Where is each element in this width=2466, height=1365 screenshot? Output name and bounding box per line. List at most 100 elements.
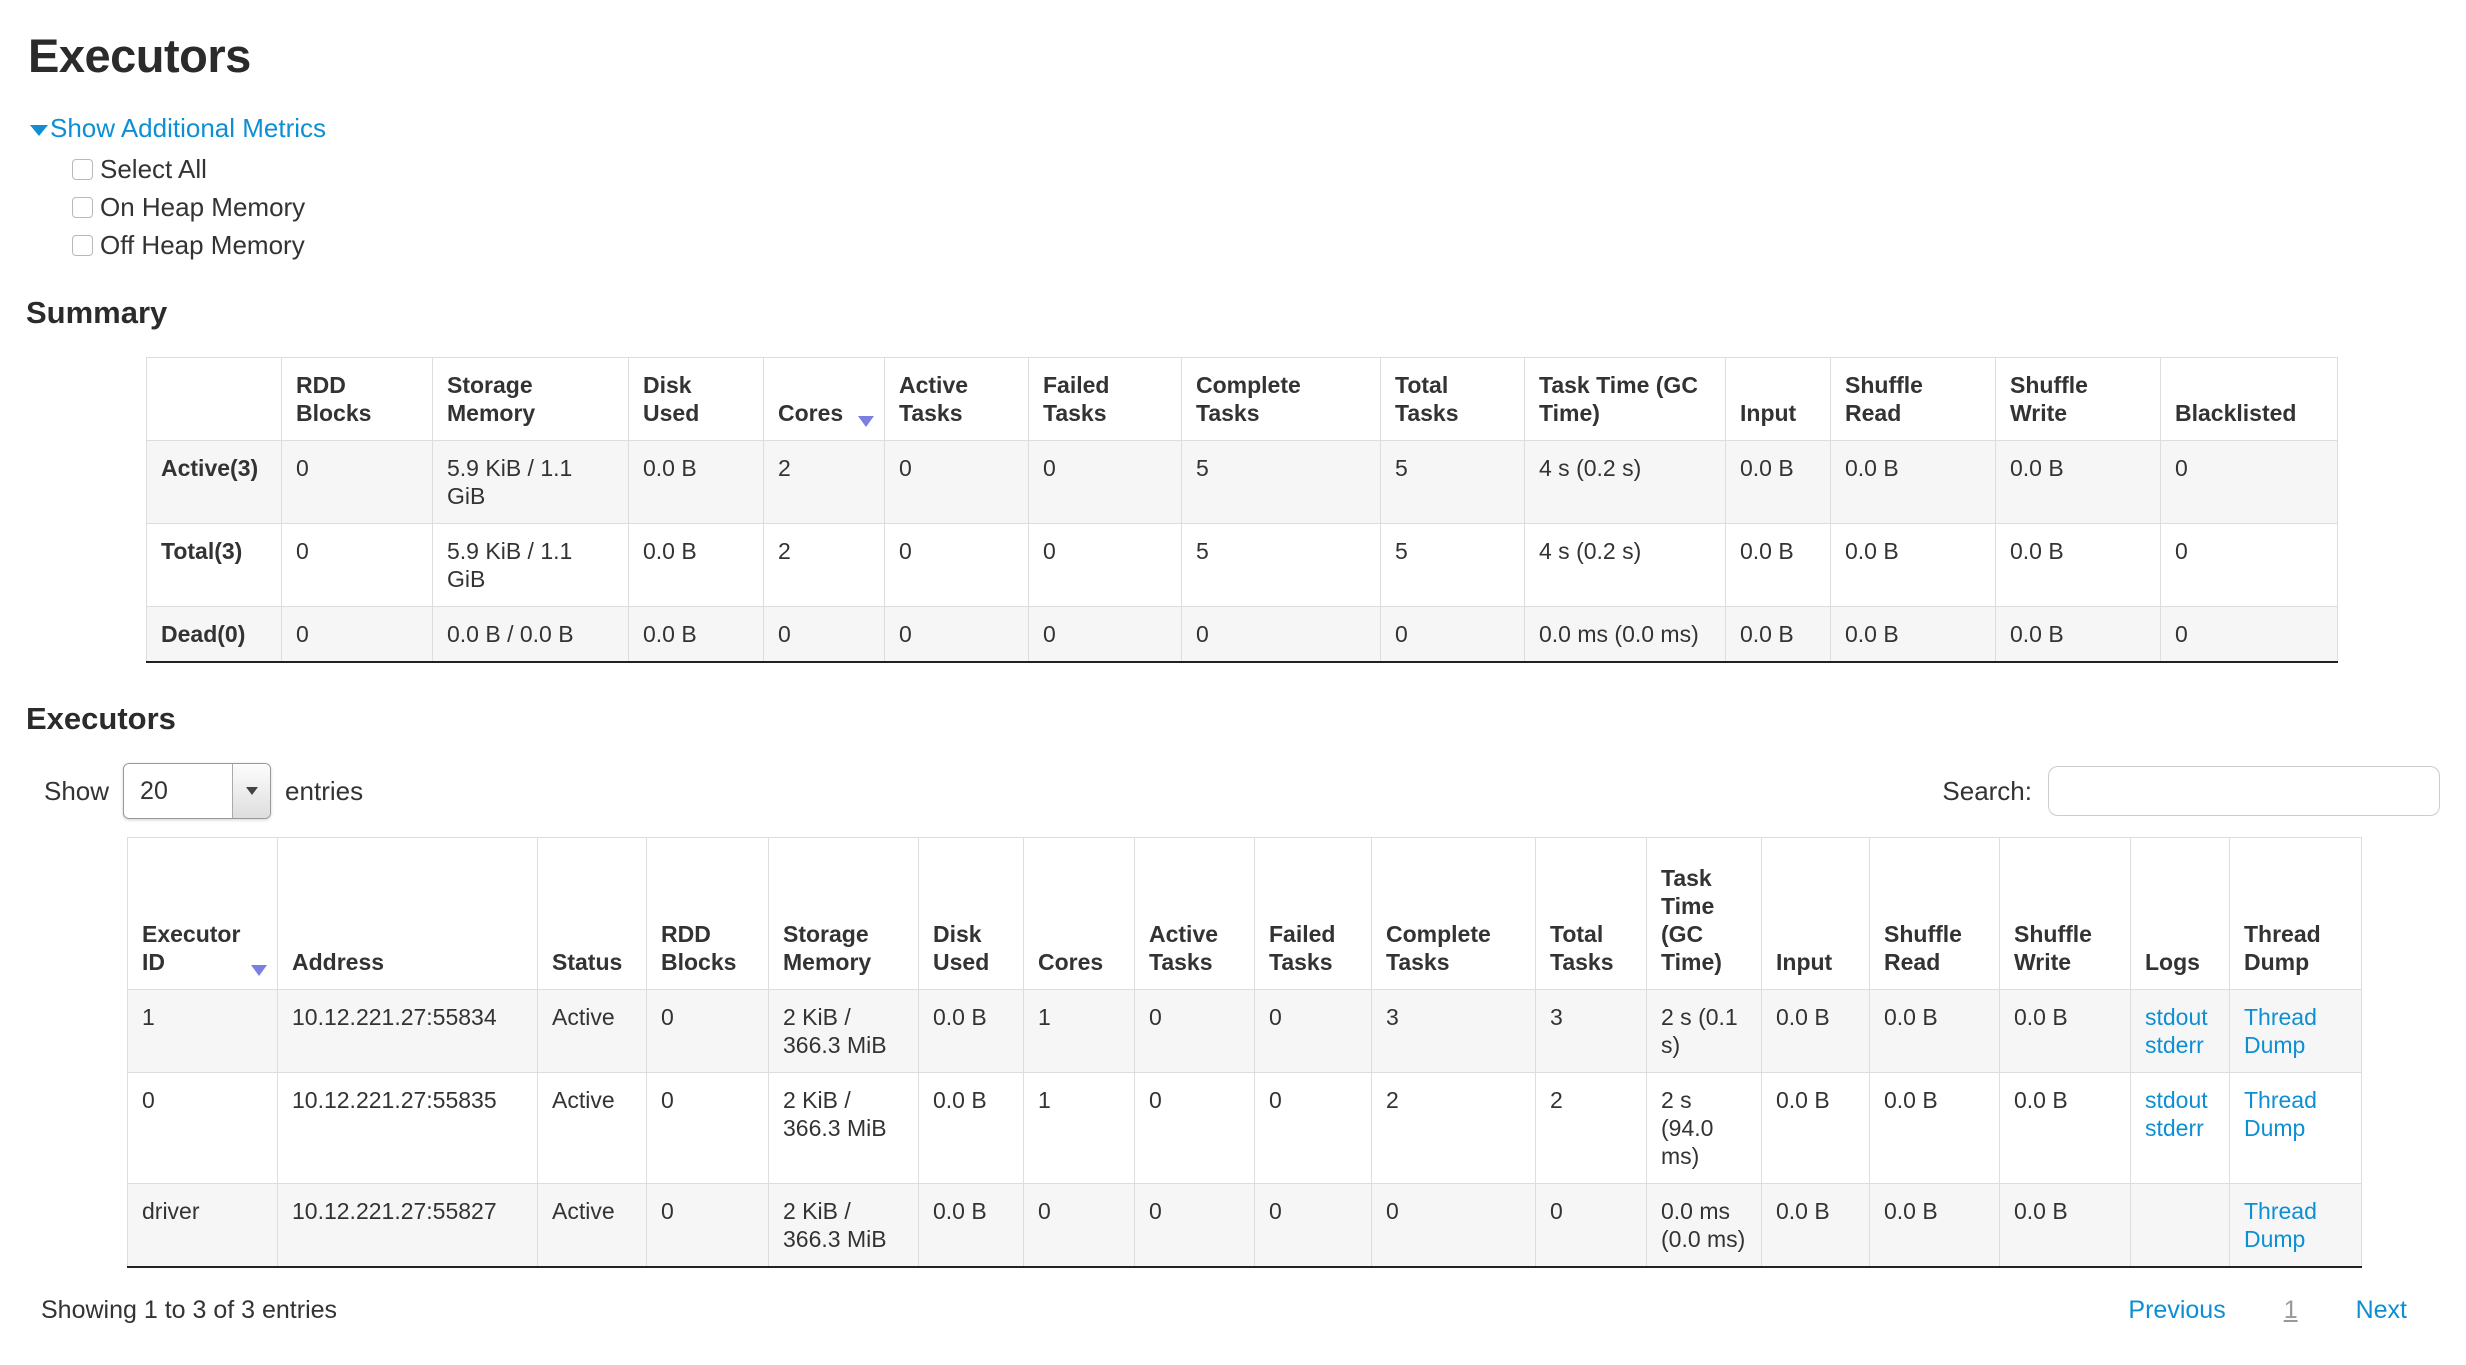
summary-cell: 0.0 B — [1725, 440, 1831, 524]
cell-executor-id: 1 — [127, 989, 278, 1073]
summary-cell: 0.0 B — [1725, 523, 1831, 607]
checkbox-on-heap-memory[interactable] — [72, 197, 93, 218]
cell-thread-dump: Thread Dump — [2229, 989, 2362, 1073]
stderr-log-link[interactable]: stderr — [2145, 1032, 2204, 1058]
summary-cell: 5 — [1380, 440, 1525, 524]
executors-column-header[interactable]: Logs — [2130, 837, 2230, 990]
executors-column-header[interactable]: Total Tasks — [1535, 837, 1647, 990]
executors-table-container: Executor ID Address Status RDD Blocks Storag… — [127, 837, 2440, 1268]
summary-cell: 0.0 B — [1830, 440, 1996, 524]
executors-column-header[interactable]: Address — [277, 837, 538, 990]
cell-shuffle-write: 0.0 B — [1999, 989, 2131, 1073]
summary-cell: 0.0 B — [1830, 523, 1996, 607]
cell-complete-tasks: 0 — [1371, 1183, 1536, 1268]
executors-column-header[interactable]: Failed Tasks — [1254, 837, 1372, 990]
executors-column-header[interactable]: Input — [1761, 837, 1870, 990]
summary-column-header[interactable]: Disk Used — [628, 357, 764, 441]
summary-column-header[interactable]: Failed Tasks — [1028, 357, 1182, 441]
show-additional-metrics-link[interactable]: Show Additional Metrics — [30, 113, 2440, 144]
summary-column-header[interactable]: Active Tasks — [884, 357, 1029, 441]
cell-cores: 1 — [1023, 989, 1135, 1073]
summary-row-label: Active(3) — [146, 440, 282, 524]
summary-cell: 0.0 B — [1830, 606, 1996, 663]
cell-shuffle-write: 0.0 B — [1999, 1072, 2131, 1184]
executors-column-header[interactable]: Thread Dump — [2229, 837, 2362, 990]
page-size-select[interactable]: 20 — [123, 763, 272, 819]
summary-cell: 0.0 B — [1995, 440, 2161, 524]
summary-row-label: Dead(0) — [146, 606, 282, 663]
previous-page-link[interactable]: Previous — [2128, 1296, 2226, 1324]
summary-table-container: RDD Blocks Storage Memory Disk Used Cores Ac… — [146, 357, 2440, 663]
cell-logs: stdout stderr — [2130, 989, 2230, 1073]
cell-cores: 1 — [1023, 1072, 1135, 1184]
page-length-control: Show 20 entries — [44, 763, 363, 819]
executors-column-header[interactable]: Complete Tasks — [1371, 837, 1536, 990]
cell-input: 0.0 B — [1761, 1072, 1870, 1184]
cell-task-time: 2 s (94.0 ms) — [1646, 1072, 1762, 1184]
cell-storage-memory: 2 KiB / 366.3 MiB — [768, 989, 919, 1073]
summary-cell: 0.0 B / 0.0 B — [432, 606, 629, 663]
search-input[interactable] — [2048, 766, 2440, 816]
summary-cell: 0.0 B — [1995, 523, 2161, 607]
cell-shuffle-read: 0.0 B — [1869, 989, 2000, 1073]
cell-disk-used: 0.0 B — [918, 1072, 1024, 1184]
summary-cell: 0.0 B — [628, 606, 764, 663]
cell-storage-memory: 2 KiB / 366.3 MiB — [768, 1072, 919, 1184]
summary-column-header[interactable]: Shuffle Write — [1995, 357, 2161, 441]
checkbox-label-off-heap-memory: Off Heap Memory — [100, 230, 305, 260]
summary-cell: 2 — [763, 440, 885, 524]
summary-cell: 0 — [1028, 440, 1182, 524]
executors-column-header[interactable]: Shuffle Read — [1869, 837, 2000, 990]
executors-column-header[interactable]: Task Time (GC Time) — [1646, 837, 1762, 990]
summary-column-header[interactable]: Blacklisted — [2160, 357, 2338, 441]
cell-shuffle-write: 0.0 B — [1999, 1183, 2131, 1268]
checkbox-select-all[interactable] — [72, 159, 93, 180]
stderr-log-link[interactable]: stderr — [2145, 1115, 2204, 1141]
executor-row: 0 10.12.221.27:55835 Active 0 2 KiB / 366.3 … — [127, 1072, 2362, 1184]
stdout-log-link[interactable]: stdout — [2145, 1004, 2208, 1030]
executors-column-header[interactable]: RDD Blocks — [646, 837, 769, 990]
summary-column-header[interactable]: Input — [1725, 357, 1831, 441]
summary-column-header[interactable]: Complete Tasks — [1181, 357, 1381, 441]
executors-column-header[interactable]: Shuffle Write — [1999, 837, 2131, 990]
thread-dump-link[interactable]: Thread Dump — [2244, 1004, 2317, 1058]
executors-column-header[interactable]: Executor ID — [127, 837, 278, 990]
summary-column-header[interactable]: Shuffle Read — [1830, 357, 1996, 441]
executors-column-header[interactable]: Cores — [1023, 837, 1135, 990]
search-control: Search: — [1942, 766, 2440, 816]
thread-dump-link[interactable]: Thread Dump — [2244, 1198, 2317, 1252]
next-page-link[interactable]: Next — [2355, 1296, 2407, 1324]
summary-column-header[interactable] — [146, 357, 282, 441]
summary-column-header[interactable]: Storage Memory — [432, 357, 629, 441]
summary-column-header[interactable]: RDD Blocks — [281, 357, 433, 441]
checkbox-off-heap-memory[interactable] — [72, 235, 93, 256]
summary-cell: 0 — [1028, 606, 1182, 663]
cell-address: 10.12.221.27:55827 — [277, 1183, 538, 1268]
executors-column-header[interactable]: Status — [537, 837, 647, 990]
stdout-log-link[interactable]: stdout — [2145, 1087, 2208, 1113]
executors-column-header[interactable]: Active Tasks — [1134, 837, 1255, 990]
summary-cell: 0 — [281, 523, 433, 607]
summary-column-header[interactable]: Total Tasks — [1380, 357, 1525, 441]
executors-column-header[interactable]: Storage Memory — [768, 837, 919, 990]
cell-storage-memory: 2 KiB / 366.3 MiB — [768, 1183, 919, 1268]
page-number-current[interactable]: 1 — [2283, 1296, 2298, 1324]
cell-address: 10.12.221.27:55834 — [277, 989, 538, 1073]
executors-table: Executor ID Address Status RDD Blocks Storag… — [127, 837, 2362, 1268]
summary-cell: 0.0 ms (0.0 ms) — [1524, 606, 1726, 663]
executor-row: 1 10.12.221.27:55834 Active 0 2 KiB / 366.3 … — [127, 989, 2362, 1073]
thread-dump-link[interactable]: Thread Dump — [2244, 1087, 2317, 1141]
cell-input: 0.0 B — [1761, 1183, 1870, 1268]
page-size-value: 20 — [140, 776, 168, 805]
entries-label: entries — [285, 775, 364, 806]
summary-column-header[interactable]: Task Time (GC Time) — [1524, 357, 1726, 441]
summary-row: Dead(0) 0 0.0 B / 0.0 B 0.0 B 0 0 0 0 0 0.0 ms (0… — [146, 606, 2338, 663]
summary-cell: 0.0 B — [628, 440, 764, 524]
summary-column-header[interactable]: Cores — [763, 357, 885, 441]
executors-column-header[interactable]: Disk Used — [918, 837, 1024, 990]
summary-cell: 5.9 KiB / 1.1 GiB — [432, 523, 629, 607]
cell-status: Active — [537, 989, 647, 1073]
